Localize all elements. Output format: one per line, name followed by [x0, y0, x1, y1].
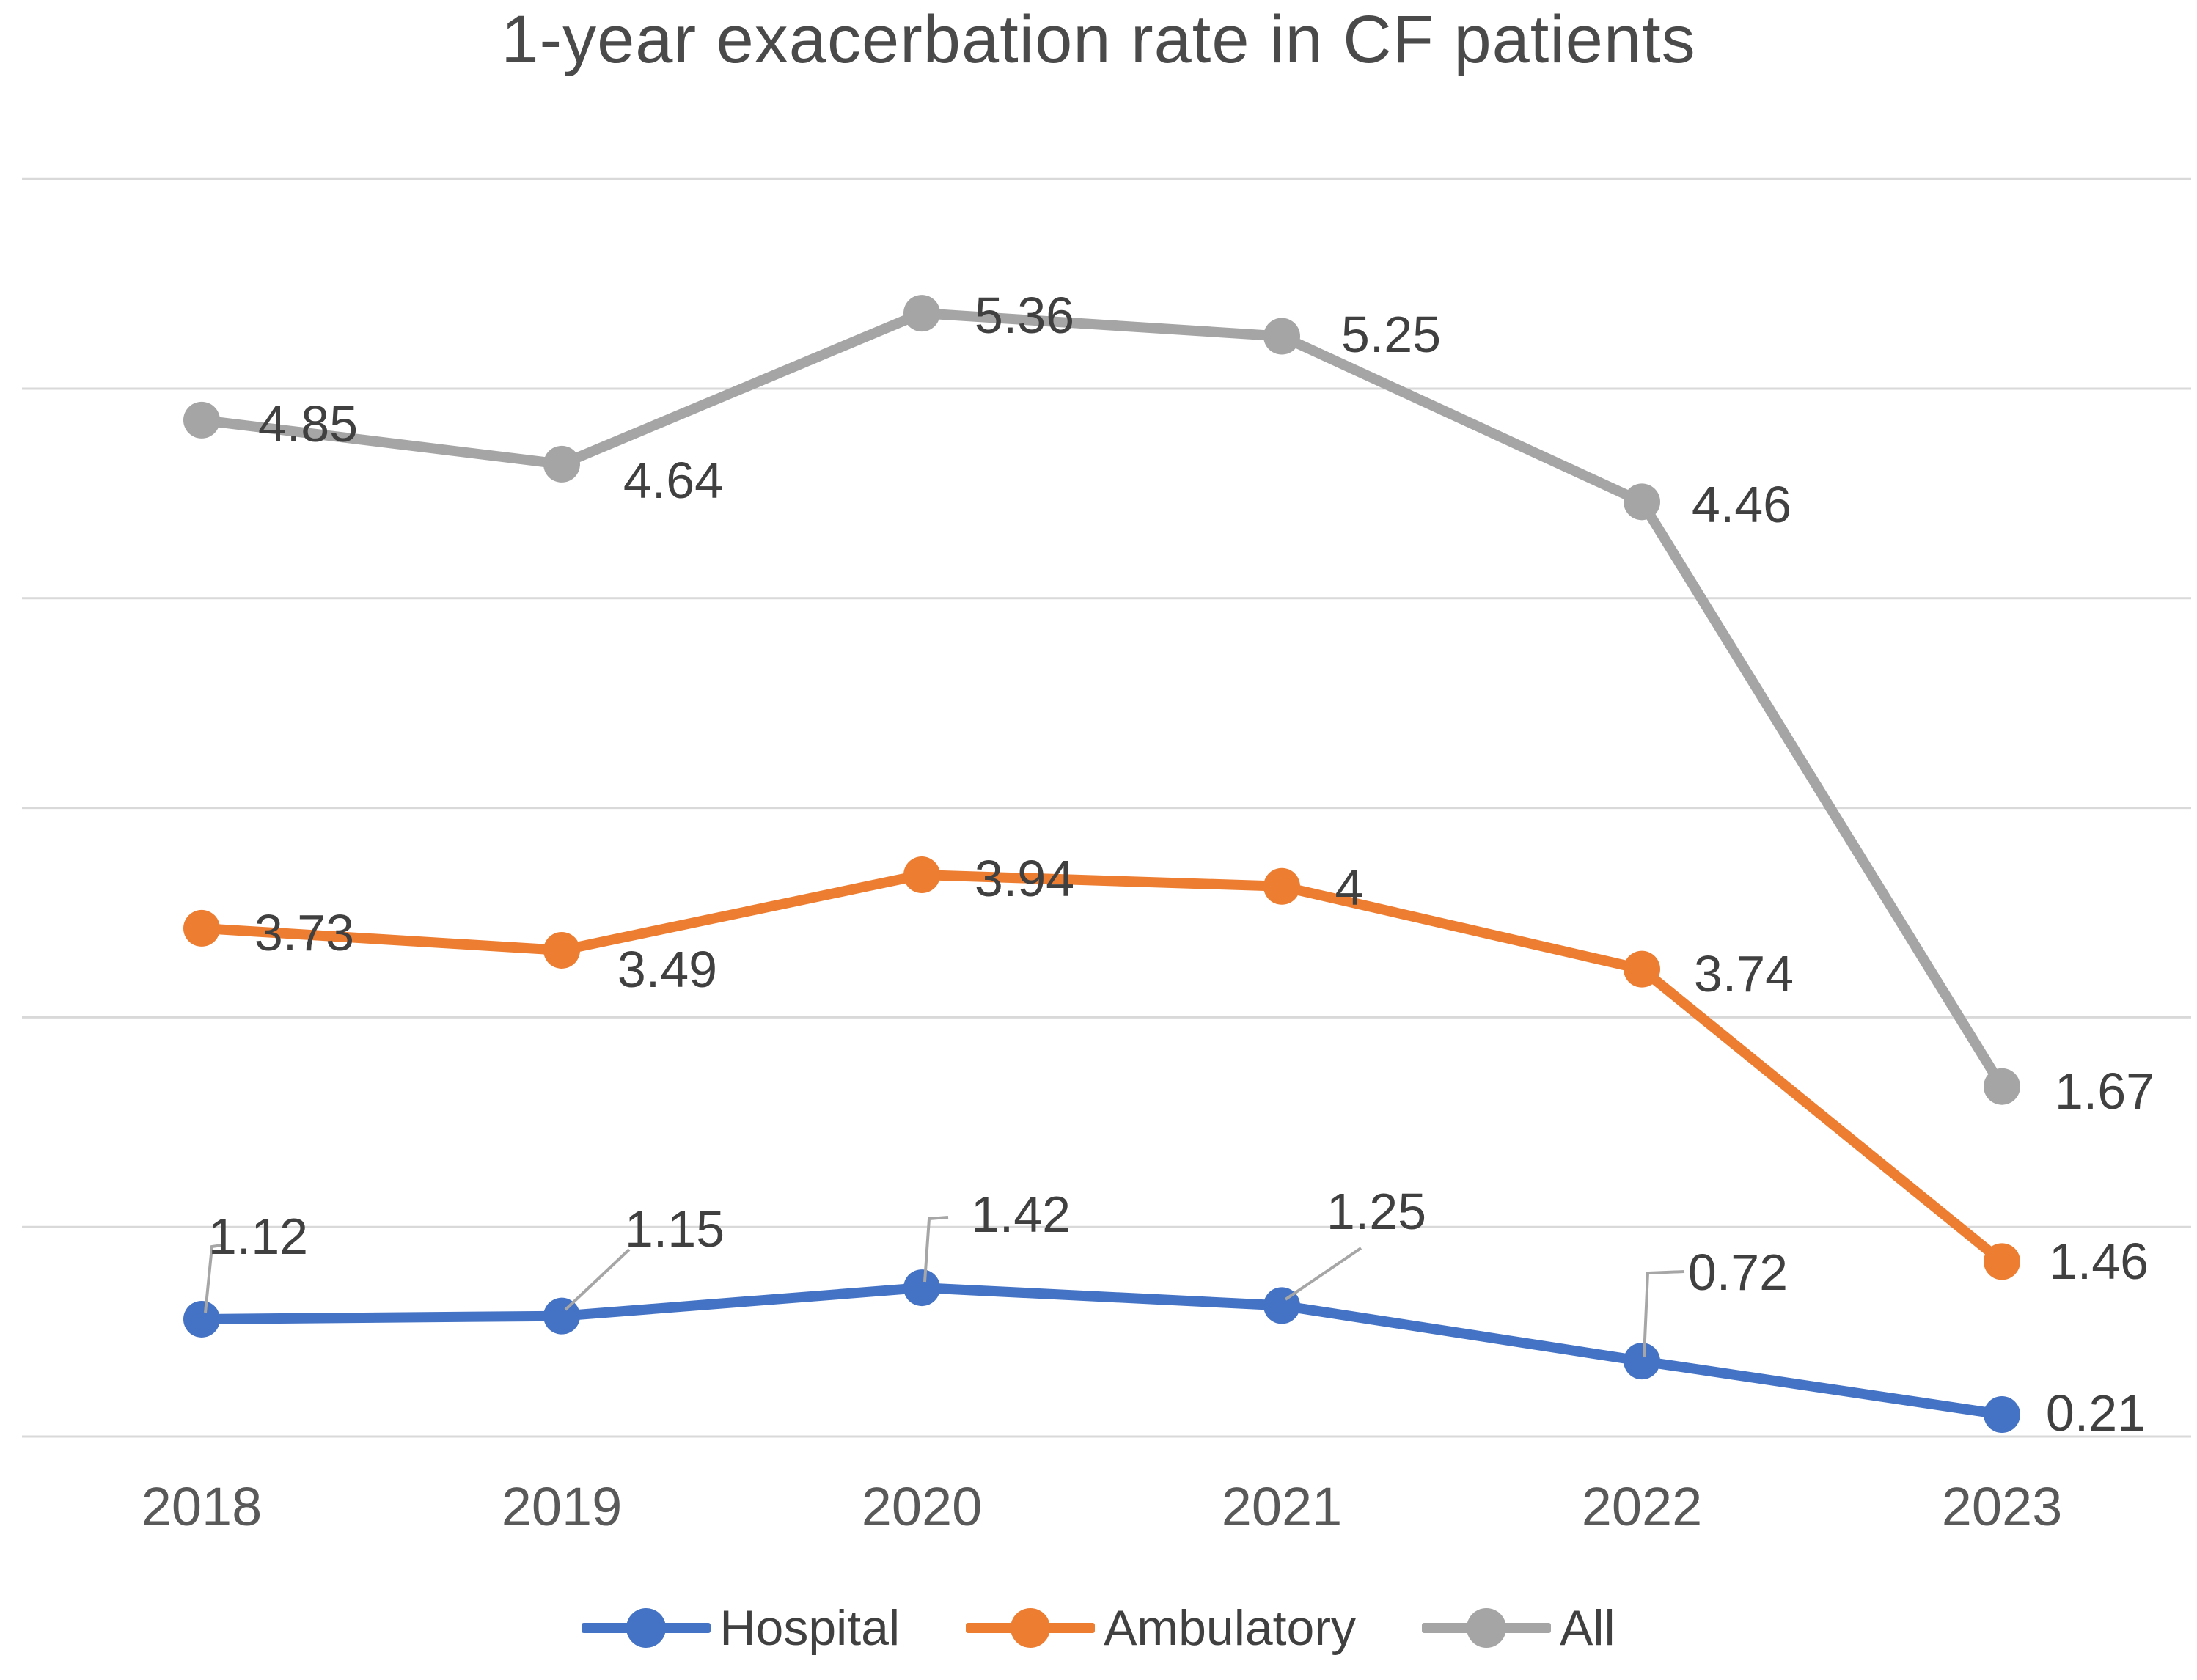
marker-ambulatory-2018 — [183, 909, 220, 947]
marker-all-2021 — [1263, 318, 1300, 355]
data-label-ambulatory-2022: 3.74 — [1694, 945, 1794, 1002]
marker-hospital-2020 — [903, 1269, 940, 1307]
data-label-ambulatory-2018: 3.73 — [254, 904, 354, 961]
legend-label-all: All — [1560, 1600, 1615, 1656]
data-label-all-2019: 4.64 — [623, 452, 723, 509]
legend-item-hospital: Hospital — [582, 1603, 900, 1653]
data-label-hospital-2021: 1.25 — [1327, 1183, 1426, 1240]
data-label-all-2021: 5.25 — [1341, 306, 1441, 363]
marker-all-2020 — [903, 295, 940, 332]
data-label-hospital-2023: 0.21 — [2046, 1384, 2146, 1442]
series-line-all — [197, 308, 2007, 1092]
series-line-ambulatory — [197, 870, 2007, 1267]
data-label-leader — [1284, 1247, 1362, 1301]
data-label-leader — [1643, 1270, 1685, 1357]
data-label-leader — [923, 1216, 949, 1283]
legend-dot-all-icon — [1467, 1608, 1506, 1648]
chart-title: 1-year exacerbation rate in CF patients — [501, 2, 1696, 77]
data-label-ambulatory-2019: 3.49 — [617, 941, 717, 998]
legend-item-ambulatory: Ambulatory — [966, 1603, 1356, 1653]
data-label-hospital-2018: 1.12 — [208, 1208, 308, 1265]
marker-hospital-2018 — [183, 1300, 220, 1338]
data-label-all-2023: 1.67 — [2055, 1063, 2154, 1120]
legend-item-all: All — [1422, 1603, 1615, 1653]
x-axis-label-2023: 2023 — [1942, 1476, 2063, 1537]
legend-dot-hospital-icon — [626, 1608, 667, 1648]
marker-all-2019 — [543, 445, 580, 483]
data-label-hospital-2020: 1.42 — [971, 1186, 1071, 1243]
legend-marker-hospital-icon — [582, 1608, 711, 1648]
marker-all-2022 — [1624, 483, 1660, 521]
data-label-hospital-2019: 1.15 — [625, 1200, 725, 1258]
data-label-ambulatory-2021: 4 — [1335, 859, 1364, 916]
x-axis-label-2018: 2018 — [142, 1476, 263, 1537]
x-axis-label-2020: 2020 — [862, 1476, 983, 1537]
marker-hospital-2023 — [1984, 1395, 2020, 1433]
x-axis-label-2022: 2022 — [1582, 1476, 1703, 1537]
data-label-ambulatory-2020: 3.94 — [975, 850, 1074, 907]
series-line-hospital — [197, 1283, 2007, 1420]
x-axis-label-2021: 2021 — [1222, 1476, 1343, 1537]
marker-all-2023 — [1984, 1068, 2020, 1105]
data-label-leader — [204, 1244, 223, 1313]
x-axis-label-2019: 2019 — [502, 1476, 623, 1537]
data-label-all-2018: 4.85 — [258, 395, 358, 452]
data-label-ambulatory-2023: 1.46 — [2049, 1233, 2149, 1290]
marker-all-2018 — [183, 401, 220, 439]
data-label-all-2020: 5.36 — [975, 287, 1074, 344]
legend-label-ambulatory: Ambulatory — [1104, 1600, 1356, 1656]
marker-hospital-2019 — [543, 1297, 580, 1335]
marker-ambulatory-2020 — [903, 856, 940, 894]
legend: Hospital Ambulatory All — [0, 1603, 2197, 1653]
legend-label-hospital: Hospital — [719, 1600, 901, 1656]
legend-dot-ambulatory-icon — [1011, 1608, 1051, 1648]
marker-ambulatory-2021 — [1263, 867, 1300, 905]
data-label-all-2022: 4.46 — [1692, 476, 1791, 533]
marker-hospital-2022 — [1624, 1343, 1660, 1380]
legend-marker-all-icon — [1422, 1608, 1551, 1648]
marker-ambulatory-2023 — [1984, 1243, 2020, 1280]
marker-ambulatory-2022 — [1624, 950, 1660, 988]
legend-marker-ambulatory-icon — [966, 1608, 1096, 1648]
data-label-leader — [564, 1248, 631, 1311]
data-label-hospital-2022: 0.72 — [1688, 1244, 1788, 1301]
marker-ambulatory-2019 — [543, 931, 580, 969]
